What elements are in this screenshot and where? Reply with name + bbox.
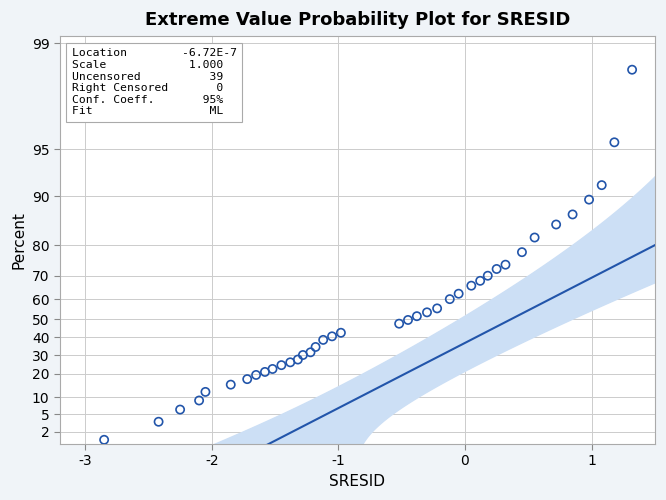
Point <box>200 388 210 396</box>
Point <box>285 358 296 366</box>
Point <box>194 396 204 404</box>
Point <box>627 66 637 74</box>
Point <box>583 196 594 203</box>
Point <box>298 351 308 359</box>
Point <box>609 138 619 146</box>
Point <box>310 343 321 351</box>
Point <box>475 277 486 285</box>
X-axis label: SRESID: SRESID <box>330 474 386 489</box>
Point <box>327 332 338 340</box>
Point <box>276 361 287 369</box>
Point <box>466 282 477 290</box>
Point <box>336 329 346 337</box>
Point <box>292 356 303 364</box>
Text: Location        -6.72E-7
Scale            1.000
Uncensored          39
Right Cen: Location -6.72E-7 Scale 1.000 Uncensored… <box>72 48 236 116</box>
Point <box>492 265 502 273</box>
Point <box>422 308 432 316</box>
Point <box>551 220 561 228</box>
Y-axis label: Percent: Percent <box>11 211 26 269</box>
Point <box>454 290 464 298</box>
Point <box>318 336 328 344</box>
Point <box>596 181 607 189</box>
Point <box>225 380 236 388</box>
Point <box>242 375 252 383</box>
Point <box>444 295 455 303</box>
Point <box>412 312 422 320</box>
Point <box>174 406 185 413</box>
Point <box>529 234 540 241</box>
Point <box>267 365 278 373</box>
Point <box>432 304 442 312</box>
Point <box>403 316 414 324</box>
Point <box>250 371 261 379</box>
Point <box>99 436 109 444</box>
Point <box>482 272 493 280</box>
Point <box>305 348 316 356</box>
Point <box>394 320 404 328</box>
Point <box>260 368 270 376</box>
Point <box>517 248 527 256</box>
Title: Extreme Value Probability Plot for SRESID: Extreme Value Probability Plot for SRESI… <box>145 11 570 29</box>
Point <box>500 260 511 268</box>
Point <box>567 210 578 218</box>
Point <box>153 418 164 426</box>
